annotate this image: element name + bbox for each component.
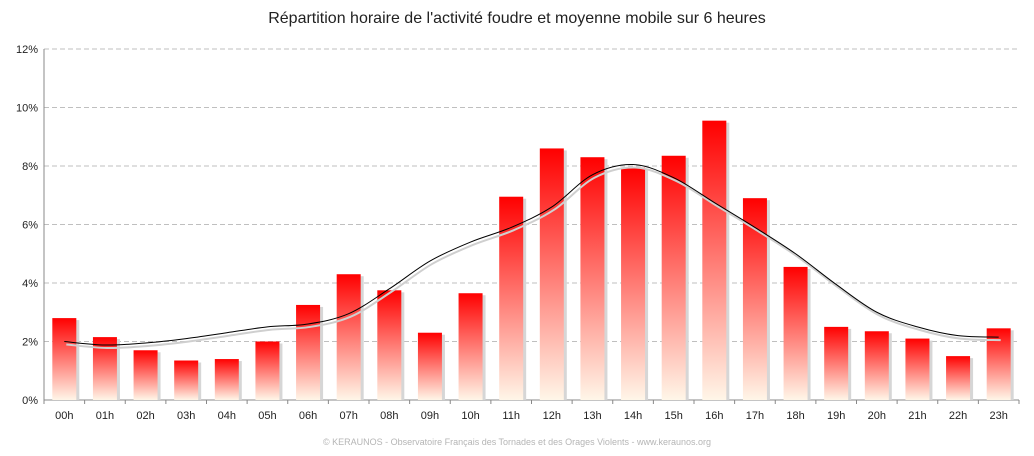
x-tick-label: 20h	[868, 410, 886, 422]
bar	[174, 360, 199, 400]
y-tick-label: 12%	[16, 44, 38, 56]
x-tick-label: 15h	[665, 410, 683, 422]
bars-layer	[52, 120, 1014, 400]
bar	[52, 318, 77, 400]
bar	[377, 290, 402, 400]
x-tick-label: 19h	[827, 410, 845, 422]
bar	[255, 341, 280, 400]
x-tick-label: 11h	[502, 410, 520, 422]
y-tick-label: 4%	[22, 278, 38, 290]
bar	[621, 167, 646, 400]
chart-title: Répartition horaire de l'activité foudre…	[268, 10, 766, 27]
bar	[336, 274, 361, 400]
x-tick-label: 16h	[705, 410, 723, 422]
y-tick-label: 6%	[22, 220, 38, 232]
axes-layer	[43, 49, 1020, 404]
x-tick-label: 22h	[949, 410, 967, 422]
bar	[783, 266, 808, 400]
x-tick-label: 08h	[380, 410, 398, 422]
y-tick-label: 10%	[16, 103, 38, 115]
bar	[742, 198, 767, 400]
bar	[539, 148, 564, 400]
x-tick-label: 13h	[583, 410, 601, 422]
bar	[133, 350, 158, 400]
x-tick-label: 02h	[136, 410, 154, 422]
copyright-footer: © KERAUNOS - Observatoire Français des T…	[323, 437, 711, 447]
x-tick-label: 05h	[258, 410, 276, 422]
x-tick-label: 10h	[461, 410, 479, 422]
bar	[458, 293, 483, 400]
y-tick-label: 8%	[22, 161, 38, 173]
bar	[864, 331, 889, 400]
moving-average-line-shadow	[66, 166, 1001, 350]
x-tick-label: 03h	[177, 410, 195, 422]
bar	[946, 356, 971, 400]
bar	[661, 155, 686, 400]
bar	[580, 157, 605, 400]
moving-average-line	[64, 164, 999, 346]
line-layer	[64, 164, 1001, 350]
bar	[296, 304, 321, 400]
bar	[702, 120, 727, 400]
x-tick-label: 00h	[55, 410, 73, 422]
x-tick-label: 06h	[299, 410, 317, 422]
bar	[824, 326, 849, 400]
x-tick-label: 07h	[340, 410, 358, 422]
x-tick-label: 17h	[746, 410, 764, 422]
bar	[214, 359, 239, 400]
y-tick-label: 2%	[22, 337, 38, 349]
bar	[905, 338, 930, 400]
x-tick-label: 21h	[908, 410, 926, 422]
y-tick-label: 0%	[22, 395, 38, 407]
x-tick-label: 14h	[624, 410, 642, 422]
x-tick-label: 18h	[786, 410, 804, 422]
x-tick-label: 09h	[421, 410, 439, 422]
x-tick-label: 01h	[96, 410, 114, 422]
x-tick-label: 23h	[990, 410, 1008, 422]
x-tick-label: 12h	[543, 410, 561, 422]
grid-layer	[44, 48, 1019, 342]
x-tick-label: 04h	[218, 410, 236, 422]
bar	[417, 332, 442, 400]
labels-layer: 0% 2% 4% 6% 8% 10% 12% 00h 01h 02h 03h 04h 05h 06h 07h…	[16, 44, 1008, 422]
